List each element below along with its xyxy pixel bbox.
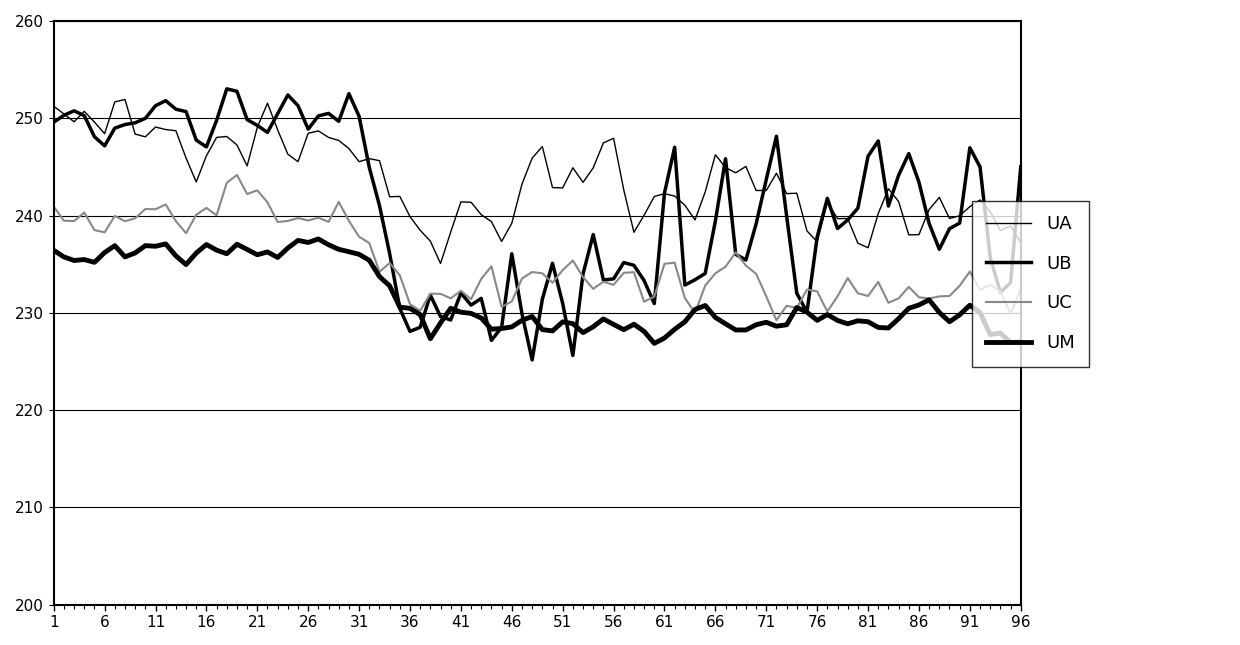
UC [546, 279, 560, 286]
UC [952, 282, 967, 290]
UA [556, 184, 570, 192]
Line: UC: UC [53, 175, 1021, 320]
UM [311, 235, 326, 243]
UC [474, 275, 489, 283]
UM [331, 246, 346, 253]
UA [118, 95, 133, 103]
Line: UM: UM [53, 239, 1021, 343]
UC [179, 230, 193, 237]
UM [952, 311, 967, 319]
Legend: UA, UB, UC, UM: UA, UB, UC, UM [972, 201, 1089, 366]
UM [647, 339, 662, 347]
UC [331, 198, 346, 206]
UB [556, 299, 570, 307]
UB [952, 219, 967, 227]
UM [46, 246, 61, 254]
UA [484, 218, 498, 226]
UM [179, 261, 193, 268]
UB [1013, 163, 1028, 170]
UM [1013, 338, 1028, 346]
UA [46, 103, 61, 110]
UB [585, 231, 600, 239]
UM [474, 314, 489, 322]
UC [1013, 285, 1028, 293]
UC [46, 203, 61, 210]
UC [229, 171, 244, 179]
UA [433, 260, 448, 268]
UM [546, 327, 560, 335]
UA [188, 178, 203, 186]
UB [179, 108, 193, 115]
UB [474, 295, 489, 303]
UA [331, 137, 346, 144]
Line: UB: UB [53, 89, 1021, 360]
Line: UA: UA [53, 99, 1021, 264]
UB [219, 85, 234, 93]
UA [1013, 239, 1028, 246]
UB [331, 117, 346, 125]
UB [46, 119, 61, 126]
UC [769, 316, 784, 324]
UA [952, 212, 967, 220]
UM [575, 329, 590, 337]
UA [585, 164, 600, 172]
UB [525, 356, 539, 364]
UC [575, 273, 590, 281]
